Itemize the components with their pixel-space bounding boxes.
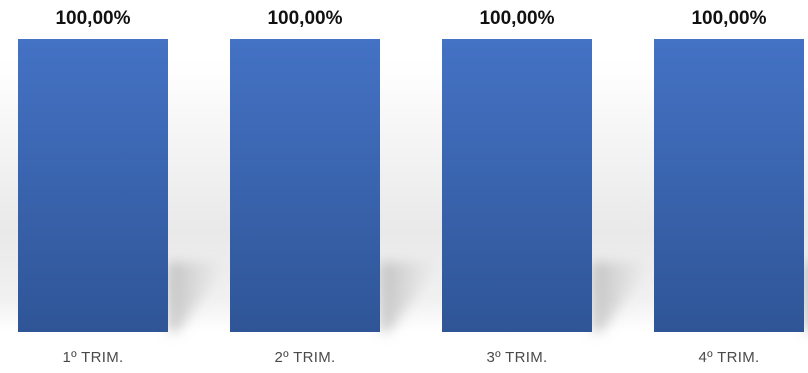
bar-shadow [592, 262, 652, 332]
data-labels-group: 100,00% 100,00% 100,00% 100,00% [55, 8, 766, 29]
bar-shadow [380, 262, 440, 332]
bar-2 [230, 39, 380, 332]
category-label-4: 4º TRIM. [699, 349, 760, 366]
bar-4 [654, 39, 804, 332]
bars-group [18, 39, 804, 332]
category-label-3: 3º TRIM. [487, 349, 548, 366]
bar-shadows [168, 262, 808, 332]
bar-1 [18, 39, 168, 332]
bar-shadow [804, 262, 808, 332]
bar-shadow [168, 262, 228, 332]
category-label-1: 1º TRIM. [63, 349, 124, 366]
data-label-4: 100,00% [691, 8, 766, 29]
data-label-1: 100,00% [55, 8, 130, 29]
bar-3 [442, 39, 592, 332]
data-label-3: 100,00% [479, 8, 554, 29]
category-label-2: 2º TRIM. [275, 349, 336, 366]
data-label-2: 100,00% [267, 8, 342, 29]
category-labels-group: 1º TRIM. 2º TRIM. 3º TRIM. 4º TRIM. [63, 349, 760, 366]
